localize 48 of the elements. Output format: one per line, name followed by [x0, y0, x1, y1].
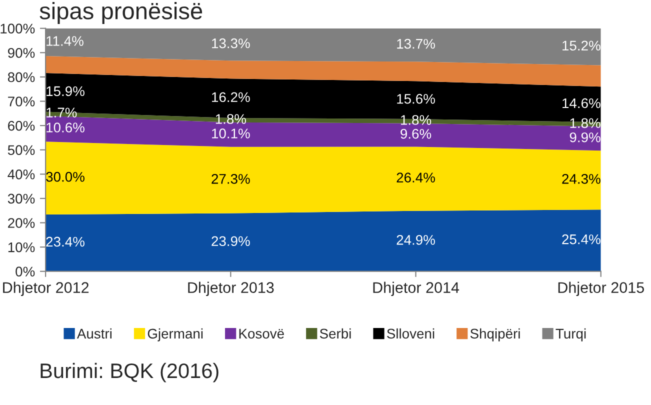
data-label: 1.7%	[46, 108, 77, 118]
data-label: 9.9%	[570, 132, 600, 142]
y-tick-label: 50%	[8, 145, 35, 156]
y-tick-label: 60%	[8, 120, 35, 131]
data-label: 24.3%	[562, 174, 600, 184]
legend-label: Gjermani	[148, 328, 203, 342]
data-label: 13.3%	[212, 38, 250, 48]
data-label: 16.2%	[212, 92, 250, 102]
y-tick-label: 100%	[0, 24, 35, 34]
x-tick-label: Dhjetor 2015	[558, 282, 644, 296]
data-label: 27.3%	[212, 174, 250, 184]
x-tick-label: Dhjetor 2013	[188, 282, 274, 296]
chart-title: sipas pronësisë	[40, 2, 202, 24]
data-label: 11.4%	[46, 36, 84, 46]
legend-label: Turqi	[556, 328, 586, 342]
data-label: 24.9%	[396, 234, 435, 245]
data-label: 10.6%	[46, 122, 84, 132]
legend-label: Austri	[76, 328, 112, 339]
data-label: 26.4%	[396, 172, 435, 182]
data-label: 23.4%	[46, 236, 84, 247]
data-label: 30.0%	[46, 172, 84, 182]
x-tick-label: Dhjetor 2014	[373, 282, 460, 296]
data-label: 10.1%	[212, 128, 250, 138]
y-tick-label: 40%	[8, 169, 35, 180]
legend-label: Kosovë	[239, 328, 284, 339]
data-label: 1.8%	[216, 114, 246, 124]
data-label: 23.9%	[212, 236, 250, 246]
data-label: 15.9%	[46, 86, 84, 96]
y-tick-label: 80%	[8, 72, 35, 82]
y-tick-label: 20%	[8, 218, 35, 228]
legend-label: Shqipëri	[470, 328, 520, 342]
data-label: 1.8%	[401, 115, 432, 125]
y-tick-label: 10%	[8, 242, 35, 252]
data-label: 15.2%	[562, 40, 600, 51]
legend-label: Serbi	[320, 328, 351, 339]
y-tick-label: 90%	[8, 48, 35, 58]
data-label: 13.7%	[397, 38, 435, 49]
data-label: 9.6%	[400, 128, 432, 139]
data-label: 15.6%	[397, 94, 435, 104]
data-label: 25.4%	[562, 234, 600, 244]
y-tick-label: 30%	[8, 194, 35, 204]
data-label: 14.6%	[562, 98, 600, 108]
y-tick-label: 70%	[8, 96, 35, 106]
legend-label: Slloveni	[387, 328, 434, 339]
x-tick-label: Dhjetor 2012	[3, 282, 89, 296]
data-label: 1.8%	[570, 118, 600, 128]
y-tick-label: 0%	[16, 266, 35, 277]
text: Burimi: BQK (2016)	[40, 362, 218, 382]
